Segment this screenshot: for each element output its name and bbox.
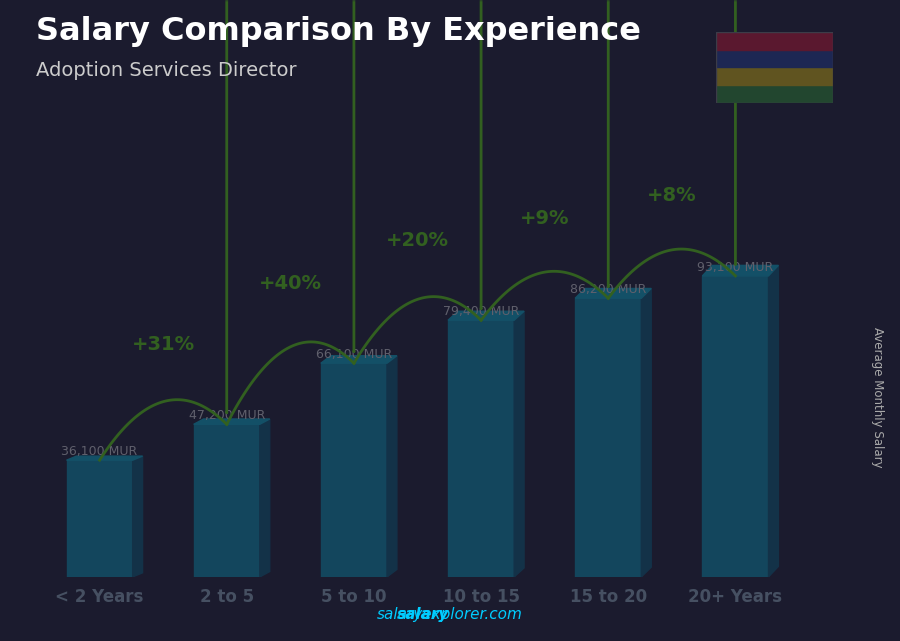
Polygon shape bbox=[448, 312, 524, 320]
Text: +20%: +20% bbox=[386, 231, 449, 249]
Bar bbox=[716, 50, 832, 67]
Polygon shape bbox=[132, 456, 142, 577]
Bar bbox=[321, 363, 387, 577]
Polygon shape bbox=[321, 356, 397, 363]
Text: 66,100 MUR: 66,100 MUR bbox=[316, 348, 392, 362]
Polygon shape bbox=[702, 265, 778, 276]
Text: 86,200 MUR: 86,200 MUR bbox=[570, 283, 646, 296]
Bar bbox=[448, 320, 514, 577]
Polygon shape bbox=[575, 288, 652, 298]
Text: +31%: +31% bbox=[131, 335, 194, 354]
Polygon shape bbox=[194, 419, 270, 424]
Text: 47,200 MUR: 47,200 MUR bbox=[189, 410, 265, 422]
Polygon shape bbox=[514, 312, 524, 577]
Polygon shape bbox=[260, 419, 270, 577]
Polygon shape bbox=[642, 288, 652, 577]
Polygon shape bbox=[67, 456, 142, 460]
Text: 79,400 MUR: 79,400 MUR bbox=[443, 305, 519, 319]
Text: salaryexplorer.com: salaryexplorer.com bbox=[377, 607, 523, 622]
Text: 93,100 MUR: 93,100 MUR bbox=[698, 261, 773, 274]
Text: salary: salary bbox=[397, 607, 449, 622]
Polygon shape bbox=[769, 265, 778, 577]
Bar bbox=[194, 424, 260, 577]
Text: +8%: +8% bbox=[647, 187, 697, 205]
Text: +9%: +9% bbox=[520, 208, 570, 228]
Bar bbox=[67, 460, 132, 577]
Text: 36,100 MUR: 36,100 MUR bbox=[61, 445, 138, 458]
Bar bbox=[716, 32, 832, 50]
Text: Adoption Services Director: Adoption Services Director bbox=[36, 61, 297, 80]
Bar bbox=[716, 85, 832, 103]
Text: +40%: +40% bbox=[259, 274, 322, 292]
Bar bbox=[702, 276, 769, 577]
Bar bbox=[716, 67, 832, 85]
Text: Salary Comparison By Experience: Salary Comparison By Experience bbox=[36, 16, 641, 47]
Text: Average Monthly Salary: Average Monthly Salary bbox=[871, 327, 884, 468]
Bar bbox=[575, 298, 642, 577]
Polygon shape bbox=[387, 356, 397, 577]
